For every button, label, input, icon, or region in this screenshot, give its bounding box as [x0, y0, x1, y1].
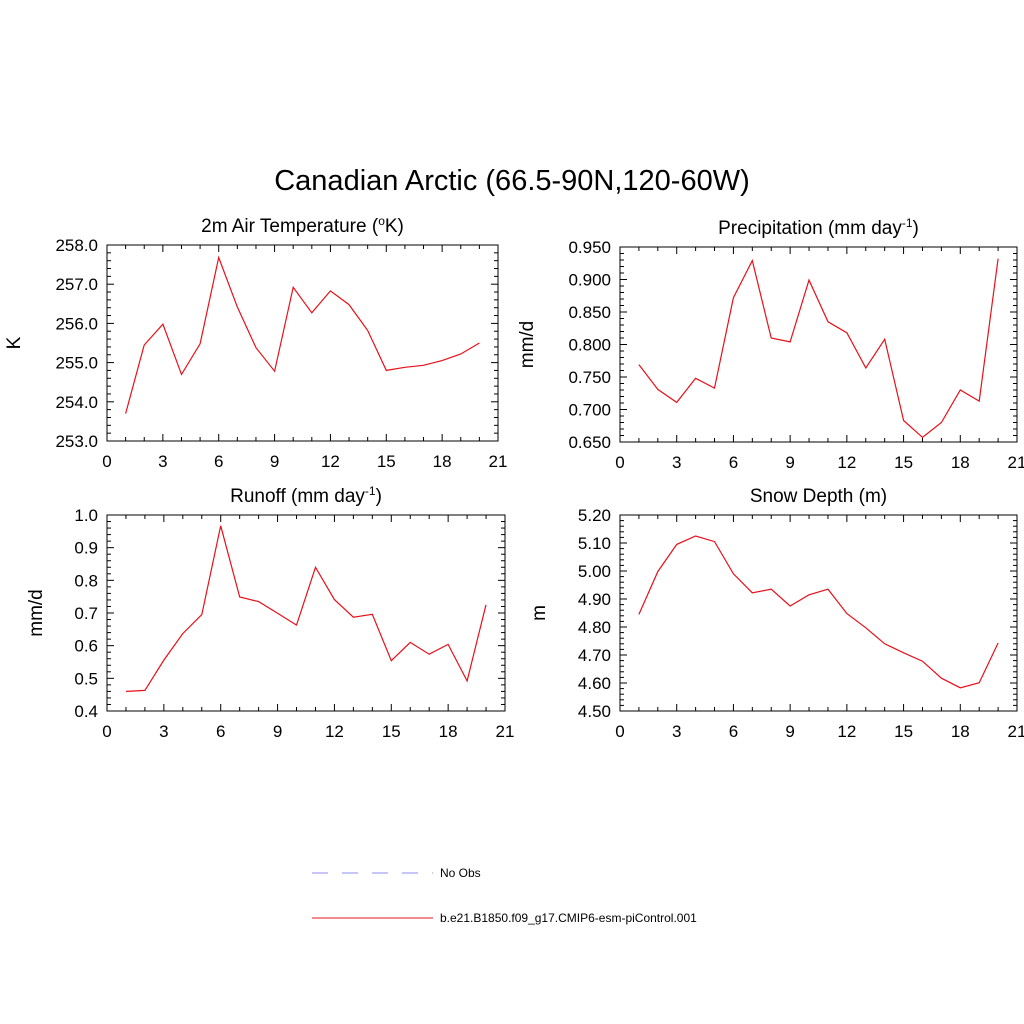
y-tick-label: 5.10 — [578, 534, 611, 553]
panel-title: 2m Air Temperature (oK) — [201, 214, 404, 237]
y-tick-label: 253.0 — [55, 432, 98, 451]
y-tick-label: 257.0 — [55, 275, 98, 294]
y-tick-label: 4.90 — [578, 590, 611, 609]
x-tick-label: 6 — [729, 722, 738, 741]
y-tick-label: 0.850 — [568, 303, 611, 322]
series-line — [125, 255, 480, 414]
plot-frame — [619, 246, 1018, 443]
y-tick-label: 255.0 — [55, 354, 98, 373]
y-axis-label: mm/d — [26, 589, 47, 637]
x-tick-label: 3 — [672, 453, 681, 472]
panel-title-suffix: ) — [376, 486, 382, 507]
x-tick-label: 18 — [433, 452, 452, 471]
y-tick-label: 0.6 — [74, 637, 98, 656]
x-tick-label: 21 — [1008, 453, 1024, 472]
x-tick-label: 21 — [489, 452, 508, 471]
x-tick-label: 9 — [273, 722, 282, 741]
y-tick-label: 0.900 — [568, 271, 611, 290]
x-tick-label: 0 — [615, 722, 624, 741]
legend-item: b.e21.B1850.f09_g17.CMIP6-esm-piControl.… — [312, 911, 697, 925]
x-tick-label: 15 — [377, 452, 396, 471]
panel-title-superscript: -1 — [902, 216, 913, 230]
panel-title-suffix: ) — [913, 218, 919, 239]
x-tick-label: 21 — [1008, 722, 1024, 741]
series-line — [125, 525, 487, 692]
y-tick-label: 0.950 — [568, 238, 611, 257]
x-tick-label: 12 — [321, 452, 340, 471]
x-tick-label: 6 — [729, 453, 738, 472]
x-tick-label: 3 — [672, 722, 681, 741]
y-axis-label: K — [4, 336, 25, 349]
x-tick-label: 0 — [615, 453, 624, 472]
series-line — [638, 258, 999, 439]
panel-title-text: Precipitation (mm day — [718, 218, 902, 239]
panel-title-superscript: -1 — [365, 484, 376, 498]
panel-title-text: 2m Air Temperature ( — [201, 216, 379, 237]
legend: No Obs b.e21.B1850.f09_g17.CMIP6-esm-piCo… — [312, 866, 697, 925]
plot-frame — [106, 514, 506, 712]
panel-title: Runoff (mm day-1) — [230, 484, 382, 507]
legend-item: No Obs — [312, 866, 481, 880]
plot-frame — [619, 514, 1018, 712]
y-tick-label: 0.650 — [568, 433, 611, 452]
y-tick-label: 4.60 — [578, 674, 611, 693]
chart-panels: 0 3 6 9 12 15 18 21 253.0 254.0 255.0 256.0 257.0 258… — [4, 214, 1024, 741]
plot-frame — [106, 244, 499, 442]
x-tick-label: 3 — [158, 452, 167, 471]
x-tick-label: 15 — [894, 722, 913, 741]
x-tick-label: 18 — [951, 453, 970, 472]
panel-title-superscript: o — [378, 214, 385, 228]
y-tick-label: 0.7 — [74, 604, 98, 623]
y-tick-label: 4.80 — [578, 618, 611, 637]
panel-title-text: Runoff (mm day — [230, 486, 365, 507]
x-tick-label: 15 — [894, 453, 913, 472]
x-tick-label: 15 — [382, 722, 401, 741]
y-tick-label: 0.700 — [568, 401, 611, 420]
y-tick-label: 258.0 — [55, 236, 98, 255]
y-tick-label: 4.50 — [578, 702, 611, 721]
series-line — [638, 535, 999, 689]
x-tick-label: 9 — [785, 722, 794, 741]
y-tick-label: 254.0 — [55, 393, 98, 412]
y-tick-label: 0.750 — [568, 368, 611, 387]
y-tick-label: 4.70 — [578, 646, 611, 665]
legend-label: No Obs — [440, 866, 481, 880]
x-tick-label: 12 — [325, 722, 344, 741]
panel-runoff: 0 3 6 9 12 15 18 21 0.4 0.5 0.6 0.7 0.8 0.9 1.0 Runoff … — [26, 484, 514, 741]
x-tick-label: 0 — [102, 452, 111, 471]
y-tick-label: 1.0 — [74, 506, 98, 525]
y-tick-label: 0.800 — [568, 336, 611, 355]
x-tick-label: 6 — [214, 452, 223, 471]
x-tick-label: 0 — [102, 722, 111, 741]
y-tick-label: 256.0 — [55, 314, 98, 333]
x-tick-label: 21 — [496, 722, 515, 741]
y-tick-label: 5.20 — [578, 506, 611, 525]
x-tick-label: 18 — [951, 722, 970, 741]
panel-title: Snow Depth (m) — [750, 486, 887, 507]
x-tick-label: 9 — [785, 453, 794, 472]
panel-title: Precipitation (mm day-1) — [718, 216, 919, 239]
x-tick-label: 9 — [270, 452, 279, 471]
y-tick-label: 0.8 — [74, 571, 98, 590]
y-axis-label: mm/d — [517, 321, 538, 369]
figure-title: Canadian Arctic (66.5-90N,120-60W) — [274, 165, 750, 197]
x-tick-label: 12 — [837, 722, 856, 741]
y-axis-label: m — [529, 605, 550, 621]
x-tick-label: 18 — [439, 722, 458, 741]
y-tick-label: 5.00 — [578, 562, 611, 581]
panel-title-text: Snow Depth (m) — [750, 486, 887, 507]
y-tick-label: 0.5 — [74, 669, 98, 688]
x-tick-label: 3 — [159, 722, 168, 741]
legend-label: b.e21.B1850.f09_g17.CMIP6-esm-piControl.… — [440, 911, 697, 925]
panel-title-suffix: K) — [385, 216, 404, 237]
x-tick-label: 12 — [837, 453, 856, 472]
panel-temperature: 0 3 6 9 12 15 18 21 253.0 254.0 255.0 256.0 257.0 258… — [4, 214, 507, 471]
panel-snow-depth: 0 3 6 9 12 15 18 21 4.50 4.60 4.70 4.80 4.90 5.00 5.10… — [529, 486, 1024, 741]
panel-precipitation: 0 3 6 9 12 15 18 21 0.650 0.700 0.750 0.800 0.850 0.9… — [517, 216, 1024, 472]
y-tick-label: 0.9 — [74, 539, 98, 558]
y-tick-label: 0.4 — [74, 702, 98, 721]
x-tick-label: 6 — [216, 722, 225, 741]
